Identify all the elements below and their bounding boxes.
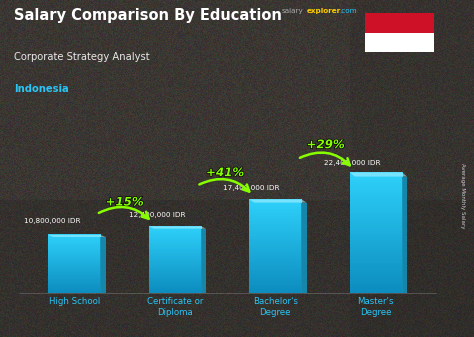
Polygon shape xyxy=(149,226,206,228)
Text: salary: salary xyxy=(282,8,304,14)
Text: Average Monthly Salary: Average Monthly Salary xyxy=(460,163,465,228)
Bar xyxy=(365,13,434,33)
Text: Corporate Strategy Analyst: Corporate Strategy Analyst xyxy=(14,52,150,62)
Polygon shape xyxy=(48,235,106,237)
Text: 17,400,000 IDR: 17,400,000 IDR xyxy=(223,185,280,191)
Bar xyxy=(402,177,407,293)
Bar xyxy=(201,229,206,293)
Text: explorer: explorer xyxy=(307,8,341,14)
Bar xyxy=(100,237,106,293)
Bar xyxy=(301,203,307,293)
Text: .com: .com xyxy=(339,8,356,14)
Polygon shape xyxy=(249,199,307,203)
Text: 22,400,000 IDR: 22,400,000 IDR xyxy=(324,160,380,166)
Text: +29%: +29% xyxy=(307,138,345,151)
Text: 10,800,000 IDR: 10,800,000 IDR xyxy=(24,218,81,224)
Polygon shape xyxy=(350,172,407,177)
Bar xyxy=(365,33,434,52)
Text: Salary Comparison By Education: Salary Comparison By Education xyxy=(14,8,282,24)
Text: +41%: +41% xyxy=(206,166,244,179)
Text: Indonesia: Indonesia xyxy=(14,84,69,94)
Text: +15%: +15% xyxy=(106,195,144,209)
Text: 12,400,000 IDR: 12,400,000 IDR xyxy=(128,212,185,218)
